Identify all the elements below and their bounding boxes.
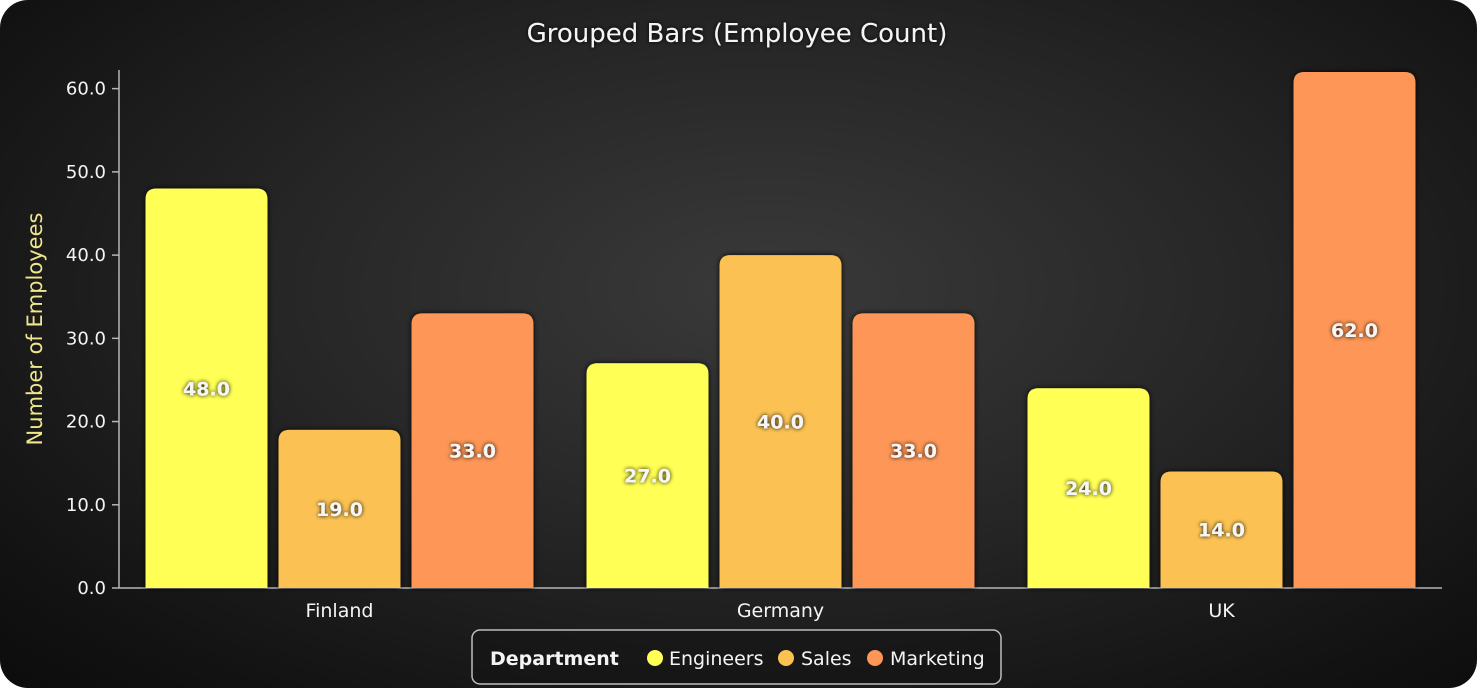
bar-engineers-finland[interactable] [145, 188, 268, 589]
y-axis: 0.0 10.0 20.0 30.0 40.0 50.0 60.0 [66, 70, 120, 599]
y-tick-label: 40.0 [66, 245, 106, 266]
y-tick-label: 30.0 [66, 328, 106, 349]
data-label: 33.0 [449, 441, 496, 463]
legend-label-engineers: Engineers [669, 648, 764, 670]
legend-marker-engineers [647, 650, 663, 666]
legend-label-sales: Sales [801, 648, 852, 670]
data-label: 62.0 [1331, 320, 1378, 342]
y-tick-label: 60.0 [66, 79, 106, 100]
legend-box [471, 629, 1002, 685]
data-label: 33.0 [890, 441, 937, 463]
y-tick-label: 20.0 [66, 412, 106, 433]
chart-title: Grouped Bars (Employee Count) [527, 19, 948, 49]
legend-item-engineers[interactable]: Engineers [647, 648, 764, 670]
bar-marketing-uk[interactable] [1293, 72, 1416, 588]
legend-label-marketing: Marketing [890, 648, 985, 670]
x-tick-label: Germany [737, 600, 824, 622]
x-tick-label: Finland [306, 600, 374, 622]
y-tick-label: 50.0 [66, 162, 106, 183]
x-axis: Finland Germany UK [119, 587, 1442, 622]
bar-sales-germany[interactable] [719, 255, 842, 588]
data-label: 19.0 [316, 499, 363, 521]
data-labels-layer: 48.0 19.0 33.0 27.0 40.0 33.0 24.0 14.0 62.0 [183, 320, 1378, 542]
legend-item-sales[interactable]: Sales [778, 648, 852, 670]
data-label: 48.0 [183, 378, 230, 400]
legend-marker-marketing [867, 650, 883, 666]
data-label: 40.0 [757, 412, 804, 434]
legend: Department Engineers Sales Marketing [471, 629, 1002, 685]
bar-marketing-germany[interactable] [852, 313, 975, 588]
legend-item-marketing[interactable]: Marketing [867, 648, 985, 670]
bar-engineers-germany[interactable] [586, 363, 709, 588]
data-label: 27.0 [624, 466, 671, 488]
bar-sales-finland[interactable] [278, 429, 401, 588]
y-tick-label: 10.0 [66, 495, 106, 516]
bar-marketing-finland[interactable] [411, 313, 534, 588]
legend-title: Department [490, 648, 619, 670]
legend-marker-sales [778, 650, 794, 666]
y-tick-label: 0.0 [77, 578, 106, 599]
y-axis-title: Number of Employees [23, 213, 47, 446]
bar-sales-uk[interactable] [1160, 471, 1283, 588]
data-label: 14.0 [1198, 520, 1245, 542]
x-tick-label: UK [1208, 600, 1235, 622]
data-label: 24.0 [1065, 478, 1112, 500]
bar-engineers-uk[interactable] [1027, 388, 1150, 588]
bars-layer [145, 72, 1416, 589]
